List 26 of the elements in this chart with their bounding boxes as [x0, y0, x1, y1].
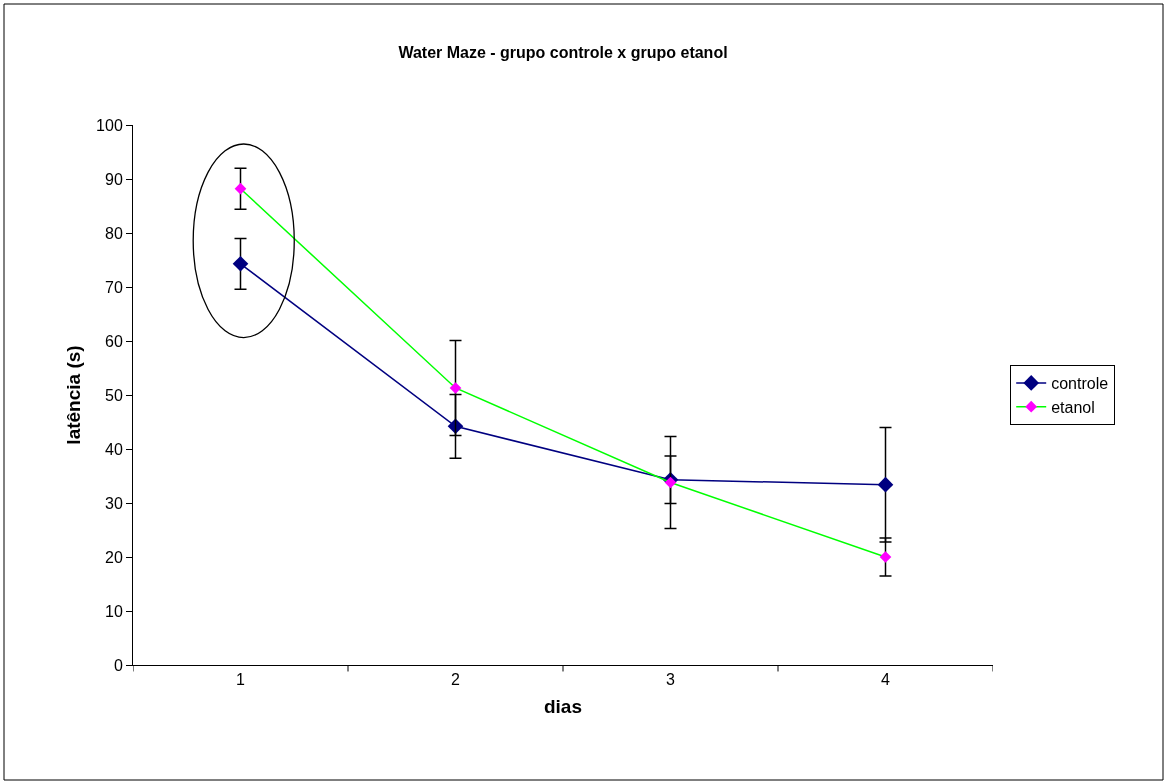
y-tick-label: 10: [105, 602, 123, 620]
y-tick-label: 60: [105, 332, 123, 350]
point: [449, 382, 462, 394]
legend-label: etanol: [1051, 398, 1095, 416]
y-tick-label: 70: [105, 278, 123, 296]
x-tick-label: 4: [881, 671, 891, 689]
chart-title: Water Maze - grupo controle x grupo etanol: [398, 43, 728, 61]
x-tick-label: 1: [236, 671, 246, 689]
x-tick-label: 2: [451, 671, 461, 689]
point: [234, 182, 247, 195]
point: [877, 476, 894, 493]
y-tick-label: 0: [113, 656, 123, 674]
y-tick-label: 100: [96, 116, 123, 134]
y-tick-label: 50: [105, 386, 123, 404]
point: [664, 476, 677, 489]
y-tick-label: 90: [105, 170, 123, 188]
y-tick-label: 40: [105, 440, 123, 458]
legend-label: controle: [1051, 375, 1109, 393]
y-tick-label: 30: [105, 494, 123, 512]
point: [232, 255, 249, 272]
y-tick-label: 20: [105, 548, 123, 566]
x-axis-title: dias: [543, 696, 583, 717]
point: [879, 551, 892, 563]
x-tick-label: 3: [666, 671, 676, 689]
y-tick-label: 80: [105, 224, 123, 242]
y-axis-title: latência (s): [62, 345, 84, 445]
